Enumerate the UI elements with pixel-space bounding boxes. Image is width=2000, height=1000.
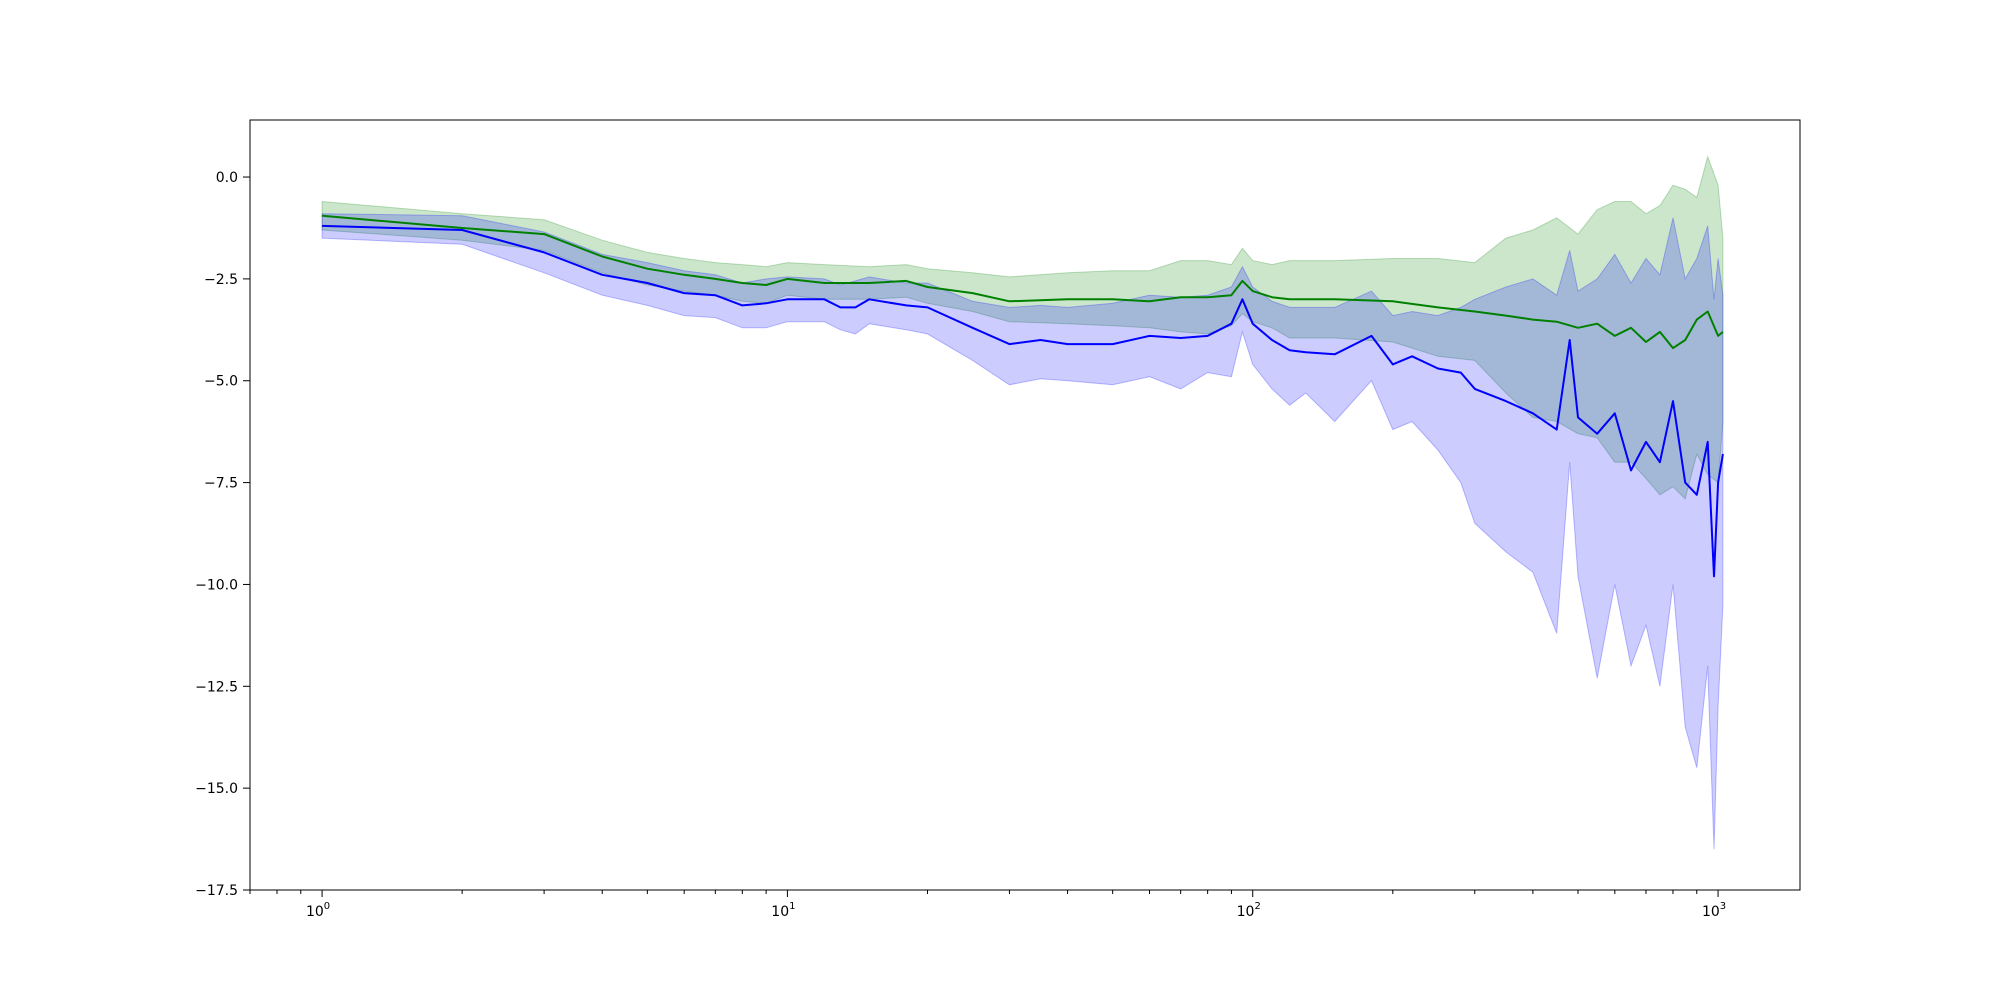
y-tick-label: 0.0	[216, 170, 238, 186]
series-0-line	[322, 214, 1724, 350]
axes-frame	[249, 119, 1801, 891]
series-0-band	[321, 155, 1724, 500]
x-tick-label: 100	[306, 901, 330, 920]
y-axis: 0.0 −2.5 −5.0 −7.5 −10.0 −12.5 −15.0 −17.5	[195, 170, 250, 899]
y-tick-label: −2.5	[204, 272, 238, 288]
x-axis: 100 101 102 103	[249, 890, 1726, 920]
y-tick-label: −5.0	[204, 374, 238, 390]
plot-area	[321, 155, 1724, 850]
x-tick-label: 101	[771, 901, 795, 920]
series-1-line	[322, 224, 1724, 578]
y-tick-label: −15.0	[195, 781, 238, 797]
x-tick-label: 102	[1237, 901, 1261, 920]
y-tick-label: −12.5	[195, 679, 238, 695]
x-tick-label: 103	[1702, 901, 1726, 920]
y-tick-label: −17.5	[195, 883, 238, 899]
y-tick-label: −7.5	[204, 476, 238, 492]
series-1-band	[321, 213, 1724, 850]
y-tick-label: −10.0	[195, 577, 238, 593]
